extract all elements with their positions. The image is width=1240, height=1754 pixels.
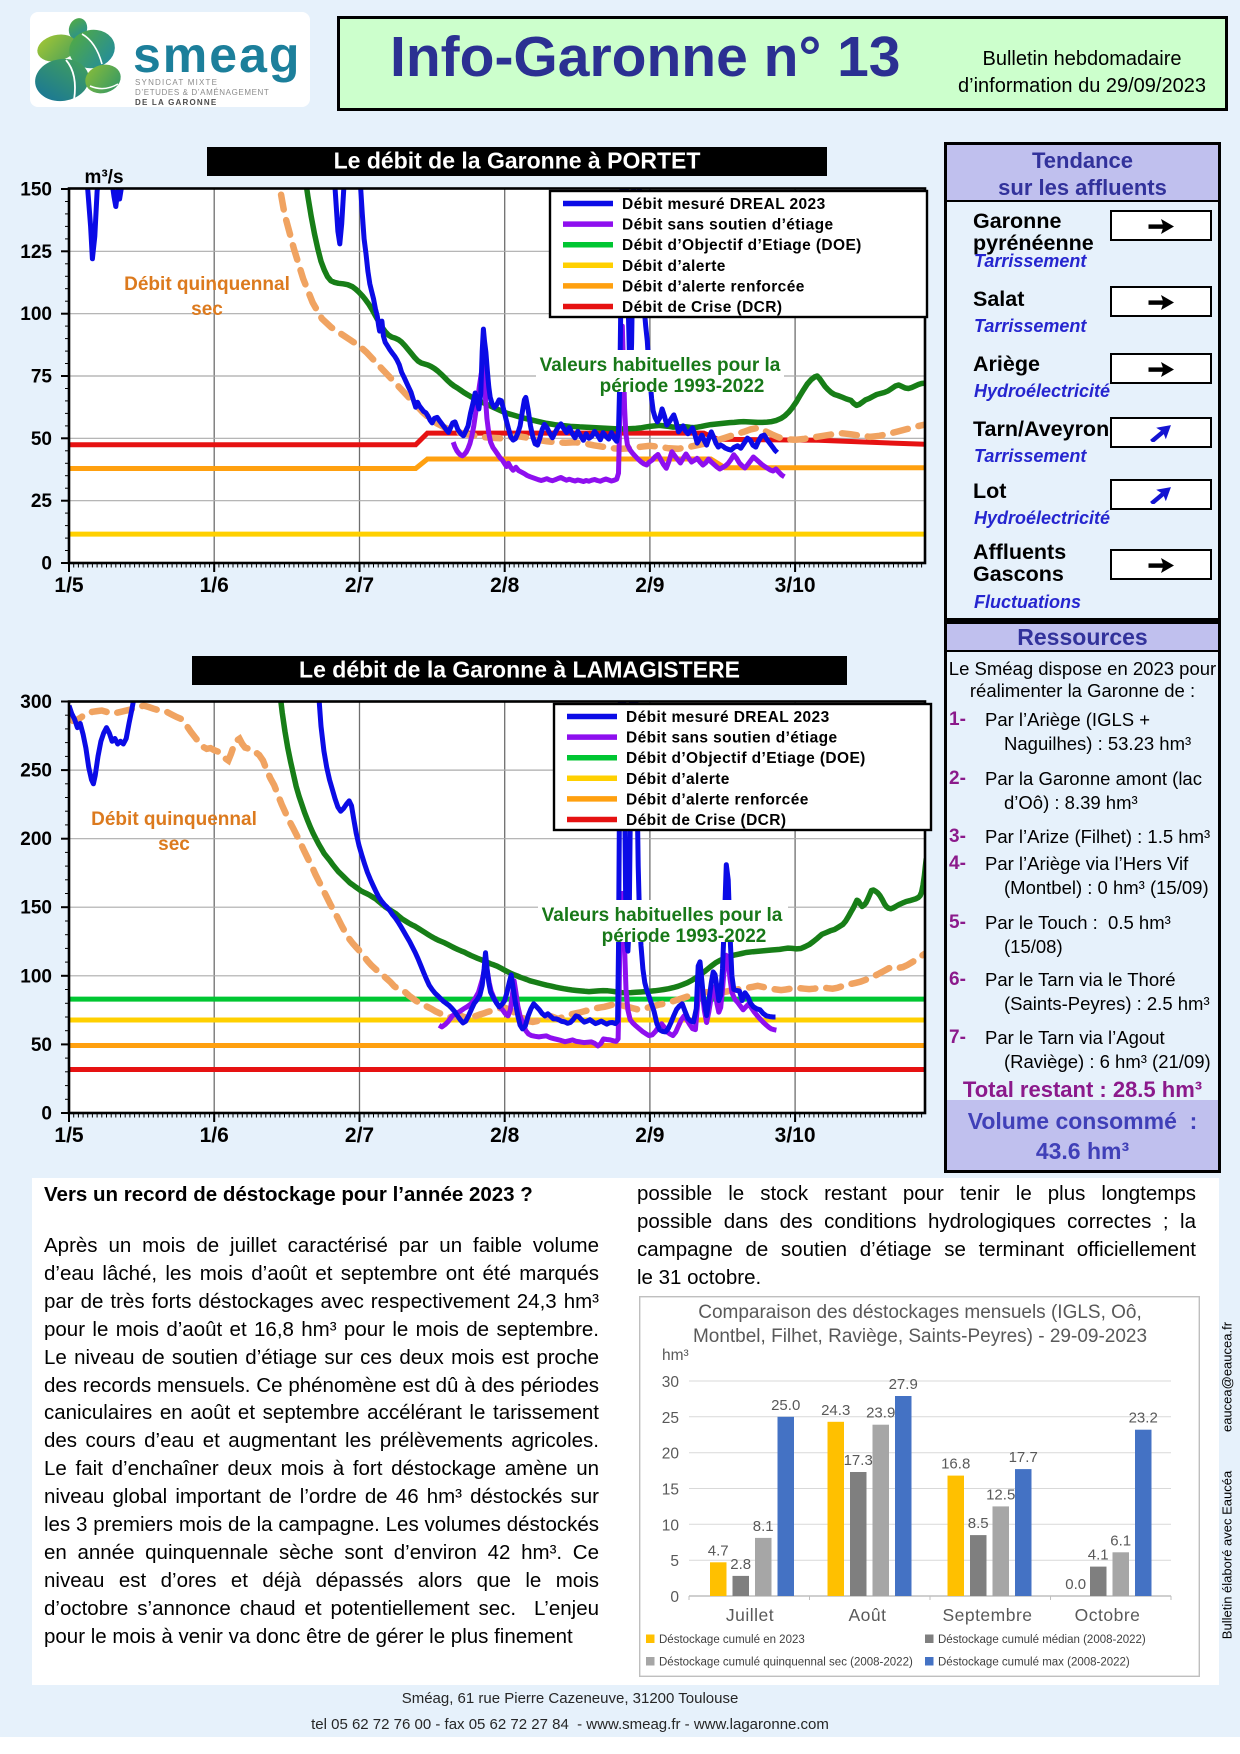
svg-text:Déstockage cumulé en 2023: Déstockage cumulé en 2023 (659, 1634, 805, 1646)
svg-text:6.1: 6.1 (1110, 1532, 1131, 1549)
svg-text:100: 100 (20, 304, 52, 325)
svg-text:Déstockage cumulé médian (2008: Déstockage cumulé médian (2008-2022) (938, 1634, 1146, 1646)
svg-text:50: 50 (31, 1035, 52, 1056)
svg-text:0: 0 (670, 1589, 679, 1606)
svg-text:3/10: 3/10 (775, 1124, 816, 1147)
svg-text:Le débit de la Garonne à LAMAG: Le débit de la Garonne à LAMAGISTERE (299, 657, 740, 683)
svg-text:Débit d’alerte: Débit d’alerte (622, 258, 726, 275)
svg-text:hm³: hm³ (662, 1347, 689, 1364)
svg-text:période 1993-2022: période 1993-2022 (600, 376, 765, 397)
svg-text:125: 125 (20, 242, 52, 263)
svg-text:sec: sec (191, 299, 223, 320)
svg-text:300: 300 (20, 692, 52, 713)
svg-text:DE LA GARONNE: DE LA GARONNE (135, 98, 217, 107)
svg-text:25: 25 (31, 491, 53, 512)
svg-text:smeag: smeag (133, 27, 301, 83)
svg-text:15: 15 (662, 1482, 679, 1499)
svg-text:Débit sans soutien d’étiage: Débit sans soutien d’étiage (622, 217, 833, 234)
svg-text:250: 250 (20, 761, 52, 782)
svg-text:25: 25 (662, 1410, 679, 1427)
svg-text:Débit de Crise (DCR): Débit de Crise (DCR) (622, 299, 782, 316)
svg-text:30: 30 (662, 1374, 680, 1391)
svg-text:m³/s: m³/s (84, 167, 123, 188)
svg-text:200: 200 (20, 829, 52, 850)
svg-text:1/6: 1/6 (200, 574, 229, 597)
svg-text:Débit sans soutien d’étiage: Débit sans soutien d’étiage (626, 730, 837, 747)
svg-text:23.2: 23.2 (1129, 1410, 1158, 1427)
svg-text:23.9: 23.9 (866, 1405, 895, 1422)
svg-text:Le débit de la Garonne à PORTE: Le débit de la Garonne à PORTET (334, 148, 701, 174)
svg-text:8.1: 8.1 (753, 1518, 774, 1535)
svg-text:Débit d’alerte: Débit d’alerte (626, 771, 730, 788)
svg-text:2/8: 2/8 (490, 574, 520, 597)
svg-text:150: 150 (20, 898, 52, 919)
svg-text:10: 10 (662, 1517, 680, 1534)
svg-text:17.3: 17.3 (844, 1452, 873, 1469)
svg-text:2/9: 2/9 (635, 1124, 664, 1147)
svg-text:4.1: 4.1 (1088, 1547, 1109, 1564)
svg-text:1/5: 1/5 (54, 1124, 84, 1147)
svg-text:Débit d’Objectif d’Etiage (DOE: Débit d’Objectif d’Etiage (DOE) (626, 750, 866, 767)
svg-text:0.0: 0.0 (1065, 1576, 1086, 1593)
svg-text:Déstockage cumulé quinquennal: Déstockage cumulé quinquennal sec (2008-… (659, 1657, 913, 1669)
svg-text:Débit quinquennal: Débit quinquennal (91, 809, 257, 830)
svg-text:Valeurs habituelles pour la: Valeurs habituelles pour la (540, 355, 781, 376)
svg-text:2/7: 2/7 (345, 1124, 374, 1147)
svg-text:Déstockage cumulé max (2008-20: Déstockage cumulé max (2008-2022) (938, 1657, 1130, 1669)
svg-text:1/5: 1/5 (54, 574, 84, 597)
svg-text:Débit de Crise (DCR): Débit de Crise (DCR) (626, 812, 786, 829)
svg-text:Septembre: Septembre (942, 1605, 1032, 1625)
svg-text:Août: Août (849, 1605, 887, 1625)
svg-text:0: 0 (41, 1104, 52, 1125)
svg-text:2/8: 2/8 (490, 1124, 520, 1147)
svg-text:Débit quinquennal: Débit quinquennal (124, 274, 290, 295)
svg-text:Débit d’alerte renforcée: Débit d’alerte renforcée (626, 791, 809, 808)
svg-text:150: 150 (20, 180, 52, 201)
svg-text:12.5: 12.5 (986, 1486, 1015, 1503)
svg-text:Montbel, Filhet, Raviège, Sain: Montbel, Filhet, Raviège, Saints-Peyres)… (693, 1326, 1147, 1347)
svg-text:Débit mesuré DREAL 2023: Débit mesuré DREAL 2023 (626, 709, 830, 726)
svg-text:Valeurs habituelles pour la: Valeurs habituelles pour la (542, 905, 783, 926)
svg-text:Comparaison des déstockages me: Comparaison des déstockages mensuels (IG… (698, 1302, 1142, 1323)
svg-text:sec: sec (158, 834, 190, 855)
svg-text:16.8: 16.8 (941, 1456, 970, 1473)
svg-text:SYNDICAT MIXTE: SYNDICAT MIXTE (135, 78, 218, 87)
svg-text:50: 50 (31, 429, 52, 450)
svg-text:Juillet: Juillet (726, 1605, 774, 1625)
svg-text:1/6: 1/6 (200, 1124, 229, 1147)
svg-text:2/9: 2/9 (635, 574, 664, 597)
svg-text:25.0: 25.0 (771, 1397, 800, 1414)
svg-text:20: 20 (662, 1446, 680, 1463)
svg-text:Débit mesuré DREAL 2023: Débit mesuré DREAL 2023 (622, 196, 826, 213)
svg-text:2/7: 2/7 (345, 574, 374, 597)
svg-text:Débit d’alerte renforcée: Débit d’alerte renforcée (622, 278, 805, 295)
svg-text:17.7: 17.7 (1009, 1449, 1038, 1466)
svg-text:24.3: 24.3 (821, 1402, 850, 1419)
svg-text:5: 5 (670, 1553, 679, 1570)
svg-text:3/10: 3/10 (775, 574, 816, 597)
svg-text:8.5: 8.5 (968, 1515, 989, 1532)
svg-text:75: 75 (31, 367, 53, 388)
svg-text:4.7: 4.7 (708, 1542, 729, 1559)
svg-text:Débit d’Objectif d’Etiage (DOE: Débit d’Objectif d’Etiage (DOE) (622, 237, 862, 254)
svg-text:2.8: 2.8 (730, 1556, 751, 1573)
svg-text:0: 0 (41, 554, 52, 575)
svg-text:100: 100 (20, 966, 52, 987)
svg-text:D’ETUDES & D’AMÉNAGEMENT: D’ETUDES & D’AMÉNAGEMENT (135, 88, 269, 97)
svg-text:période 1993-2022: période 1993-2022 (602, 926, 767, 947)
svg-text:27.9: 27.9 (889, 1376, 918, 1393)
svg-text:Octobre: Octobre (1075, 1605, 1141, 1625)
